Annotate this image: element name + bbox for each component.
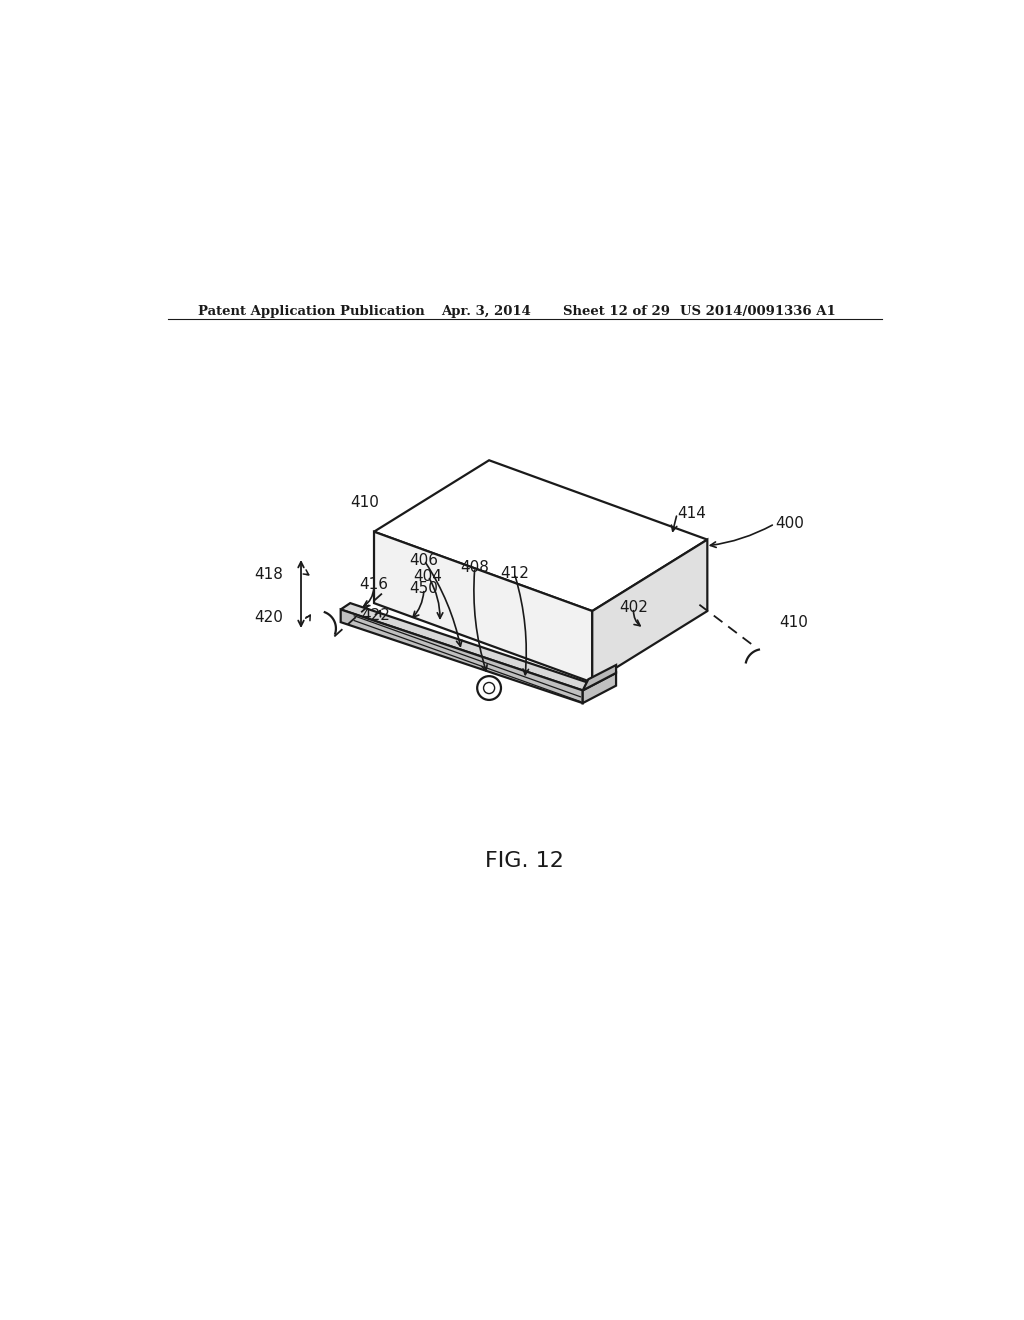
- Text: 402: 402: [620, 601, 648, 615]
- Polygon shape: [374, 461, 708, 611]
- Polygon shape: [374, 532, 592, 682]
- Text: Sheet 12 of 29: Sheet 12 of 29: [563, 305, 670, 318]
- Text: 420: 420: [255, 610, 284, 624]
- Text: US 2014/0091336 A1: US 2014/0091336 A1: [680, 305, 836, 318]
- Text: 416: 416: [359, 577, 388, 593]
- Text: FIG. 12: FIG. 12: [485, 851, 564, 871]
- Text: 406: 406: [410, 553, 438, 568]
- Polygon shape: [341, 603, 592, 690]
- Text: Patent Application Publication: Patent Application Publication: [198, 305, 425, 318]
- Text: 404: 404: [414, 569, 442, 583]
- Text: 410: 410: [778, 615, 808, 630]
- Text: 410: 410: [350, 495, 379, 510]
- Polygon shape: [583, 665, 616, 690]
- Text: 418: 418: [255, 568, 284, 582]
- Text: Apr. 3, 2014: Apr. 3, 2014: [441, 305, 531, 318]
- Text: 422: 422: [361, 607, 390, 623]
- Polygon shape: [341, 610, 583, 704]
- Text: 414: 414: [677, 506, 706, 521]
- Polygon shape: [592, 540, 708, 682]
- Text: 412: 412: [500, 566, 529, 581]
- Text: 400: 400: [775, 516, 804, 531]
- Text: 450: 450: [410, 581, 438, 597]
- Text: 408: 408: [461, 560, 489, 576]
- Polygon shape: [583, 673, 616, 704]
